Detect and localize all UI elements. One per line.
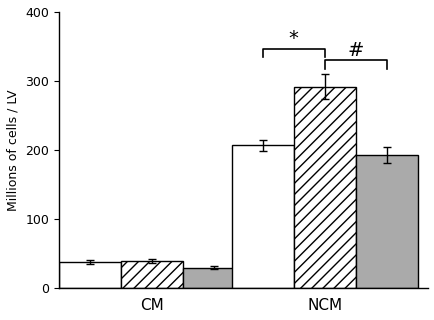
Bar xyxy=(355,155,417,288)
Text: #: # xyxy=(347,41,363,60)
Bar xyxy=(293,87,355,288)
Text: *: * xyxy=(288,29,298,48)
Bar xyxy=(59,262,121,288)
Bar xyxy=(121,261,183,288)
Bar xyxy=(183,268,245,288)
Bar xyxy=(231,145,293,288)
Y-axis label: Millions of cells / LV: Millions of cells / LV xyxy=(7,89,20,211)
